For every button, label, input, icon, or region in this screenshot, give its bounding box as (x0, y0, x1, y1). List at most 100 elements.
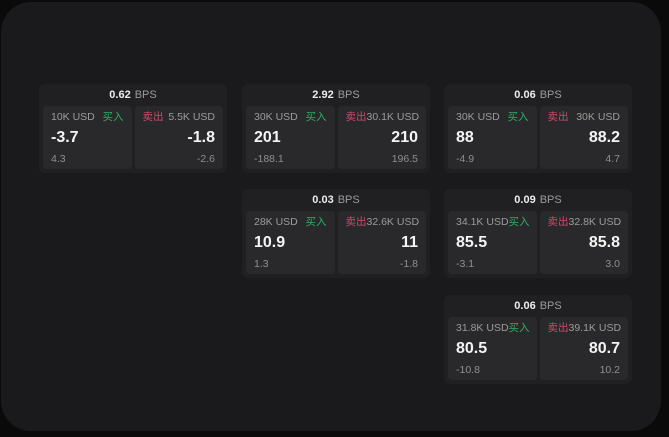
spread-header: 0.03 BPS (242, 189, 430, 211)
buy-price: 85.5 (456, 234, 488, 252)
spread-value: 0.09 (514, 193, 536, 206)
sell-tile-top-row: 卖出 32.8K USD (547, 216, 622, 228)
buy-amount: 34.1K USD (456, 216, 509, 228)
sell-delta: 10.2 (599, 363, 620, 376)
sell-price: 85.8 (588, 234, 620, 252)
buy-amount: 31.8K USD (456, 322, 509, 334)
spread-header: 0.06 BPS (444, 295, 632, 317)
sell-tile-top-row: 卖出 30.1K USD (345, 111, 420, 123)
buy-tile[interactable]: 30K USD 买入 201 -188.1 (246, 106, 335, 169)
buy-amount: 30K USD (456, 111, 500, 123)
sell-tile[interactable]: 卖出 30K USD 88.2 4.7 (539, 106, 628, 169)
buy-price: 201 (254, 129, 281, 147)
sell-delta: -2.6 (196, 152, 215, 165)
sell-delta: 196.5 (391, 152, 418, 165)
spread-value: 2.92 (312, 88, 334, 101)
buy-price: 88 (456, 129, 474, 147)
spread-unit-label: BPS (337, 88, 360, 101)
sell-tile-top-row: 卖出 30K USD (548, 112, 621, 123)
sell-delta: -1.8 (399, 257, 418, 270)
quote-body: 10K USD 买入 -3.7 4.3 卖出 5.5K USD -1.8 -2.… (39, 106, 227, 173)
buy-tile-top-row: 31.8K USD 买入 (456, 322, 530, 334)
spread-header: 0.09 BPS (444, 189, 632, 211)
buy-price: -3.7 (51, 129, 79, 147)
buy-button[interactable]: 买入 (508, 216, 530, 228)
buy-amount: 30K USD (254, 111, 298, 123)
buy-button[interactable]: 买入 (507, 111, 529, 123)
sell-button[interactable]: 卖出 (547, 216, 569, 228)
sell-price: 80.7 (588, 340, 620, 358)
sell-tile-top-row: 卖出 32.6K USD (345, 216, 420, 228)
buy-tile[interactable]: 34.1K USD 买入 85.5 -3.1 (448, 211, 537, 274)
quote-card: 0.06 BPS 30K USD 买入 88 -4.9 卖出 30K USD 8… (444, 84, 632, 173)
spread-header: 0.06 BPS (444, 84, 632, 106)
buy-tile[interactable]: 31.8K USD 买入 80.5 -10.8 (448, 317, 537, 380)
buy-tile-top-row: 34.1K USD 买入 (456, 216, 530, 228)
buy-delta: -4.9 (456, 152, 475, 165)
quote-card: 0.06 BPS 31.8K USD 买入 80.5 -10.8 卖出 39.1… (444, 295, 632, 384)
sell-delta: 4.7 (605, 152, 620, 165)
spread-header: 2.92 BPS (242, 84, 430, 106)
sell-price: 88.2 (588, 129, 620, 147)
spread-unit-label: BPS (539, 299, 562, 312)
sell-button[interactable]: 卖出 (345, 111, 367, 123)
spread-unit-label: BPS (337, 193, 360, 206)
sell-amount: 30K USD (576, 111, 620, 123)
sell-delta: 3.0 (605, 257, 620, 270)
sell-amount: 5.5K USD (168, 111, 215, 123)
buy-tile-top-row: 10K USD 买入 (51, 112, 124, 123)
sell-amount: 39.1K USD (568, 322, 622, 334)
buy-tile-top-row: 30K USD 买入 (254, 112, 327, 123)
quote-body: 28K USD 买入 10.9 1.3 卖出 32.6K USD 11 -1.8 (242, 211, 430, 278)
sell-tile[interactable]: 卖出 39.1K USD 80.7 10.2 (539, 317, 628, 380)
sell-button[interactable]: 卖出 (142, 111, 164, 123)
quotes-panel: 0.62 BPS 10K USD 买入 -3.7 4.3 卖出 5.5K USD… (1, 2, 661, 431)
spread-unit-label: BPS (134, 88, 157, 101)
buy-button[interactable]: 买入 (305, 216, 327, 228)
buy-delta: -188.1 (254, 152, 284, 165)
sell-button[interactable]: 卖出 (547, 322, 569, 334)
buy-amount: 10K USD (51, 111, 95, 123)
buy-tile[interactable]: 30K USD 买入 88 -4.9 (448, 106, 537, 169)
buy-tile-top-row: 30K USD 买入 (456, 112, 529, 123)
buy-delta: -10.8 (456, 363, 480, 376)
spread-value: 0.06 (514, 299, 536, 312)
quote-card: 0.03 BPS 28K USD 买入 10.9 1.3 卖出 32.6K US… (242, 189, 430, 278)
sell-tile[interactable]: 卖出 32.6K USD 11 -1.8 (337, 211, 426, 274)
buy-price: 10.9 (254, 234, 286, 252)
buy-tile-top-row: 28K USD 买入 (254, 217, 327, 228)
spread-value: 0.06 (514, 88, 536, 101)
sell-amount: 30.1K USD (366, 111, 420, 123)
buy-button[interactable]: 买入 (102, 111, 124, 123)
sell-tile[interactable]: 卖出 5.5K USD -1.8 -2.6 (134, 106, 223, 169)
sell-button[interactable]: 卖出 (345, 216, 367, 228)
quote-card: 2.92 BPS 30K USD 买入 201 -188.1 卖出 30.1K … (242, 84, 430, 173)
sell-amount: 32.8K USD (568, 216, 622, 228)
spread-unit-label: BPS (539, 88, 562, 101)
sell-tile[interactable]: 卖出 32.8K USD 85.8 3.0 (539, 211, 628, 274)
quote-card: 0.09 BPS 34.1K USD 买入 85.5 -3.1 卖出 32.8K… (444, 189, 632, 278)
quote-body: 30K USD 买入 201 -188.1 卖出 30.1K USD 210 1… (242, 106, 430, 173)
spread-value: 0.03 (312, 193, 334, 206)
sell-button[interactable]: 卖出 (547, 111, 569, 123)
buy-tile[interactable]: 28K USD 买入 10.9 1.3 (246, 211, 335, 274)
sell-price: 11 (401, 234, 418, 252)
quote-body: 30K USD 买入 88 -4.9 卖出 30K USD 88.2 4.7 (444, 106, 632, 173)
quote-body: 34.1K USD 买入 85.5 -3.1 卖出 32.8K USD 85.8… (444, 211, 632, 278)
sell-amount: 32.6K USD (366, 216, 420, 228)
sell-price: 210 (391, 129, 418, 147)
buy-price: 80.5 (456, 340, 488, 358)
quote-body: 31.8K USD 买入 80.5 -10.8 卖出 39.1K USD 80.… (444, 317, 632, 384)
buy-button[interactable]: 买入 (305, 111, 327, 123)
buy-button[interactable]: 买入 (508, 322, 530, 334)
buy-amount: 28K USD (254, 216, 298, 228)
buy-delta: -3.1 (456, 257, 475, 270)
buy-delta: 4.3 (51, 152, 66, 165)
sell-price: -1.8 (187, 129, 215, 147)
quote-card: 0.62 BPS 10K USD 买入 -3.7 4.3 卖出 5.5K USD… (39, 84, 227, 173)
spread-unit-label: BPS (539, 193, 562, 206)
sell-tile[interactable]: 卖出 30.1K USD 210 196.5 (337, 106, 426, 169)
sell-tile-top-row: 卖出 5.5K USD (143, 112, 216, 123)
buy-tile[interactable]: 10K USD 买入 -3.7 4.3 (43, 106, 132, 169)
